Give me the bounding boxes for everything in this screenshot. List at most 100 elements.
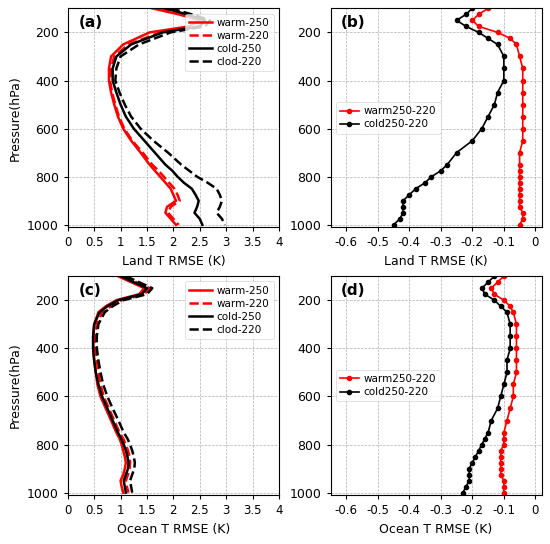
cold-250 <box>174 174 181 180</box>
clod-220 <box>115 417 122 424</box>
cold250-220 <box>444 162 450 168</box>
cold250-220 <box>507 333 514 339</box>
warm-250 <box>149 5 156 11</box>
warm-220 <box>123 441 129 448</box>
warm-250 <box>120 41 127 48</box>
warm-250 <box>173 197 179 204</box>
cold-250 <box>144 285 150 292</box>
cold250-220 <box>397 215 403 222</box>
warm250-220 <box>510 381 516 388</box>
warm250-220 <box>500 273 507 280</box>
warm-220 <box>125 41 132 48</box>
warm-220 <box>94 321 100 327</box>
warm250-220 <box>516 162 523 168</box>
warm-220 <box>101 393 107 400</box>
warm-220 <box>95 369 102 376</box>
clod-220 <box>205 180 211 186</box>
X-axis label: Ocean T RMSE (K): Ocean T RMSE (K) <box>117 523 230 536</box>
cold250-220 <box>504 357 510 363</box>
cold250-220 <box>469 459 476 466</box>
clod-220 <box>94 345 100 351</box>
cold250-220 <box>475 447 482 454</box>
warm-250 <box>94 381 101 388</box>
cold-250 <box>109 77 116 84</box>
clod-220 <box>129 490 135 496</box>
warm-220 <box>196 23 203 29</box>
warm-250 <box>108 53 114 60</box>
warm-250 <box>92 369 99 376</box>
cold250-220 <box>463 11 469 17</box>
warm-250 <box>146 29 153 36</box>
cold250-220 <box>472 453 479 460</box>
cold-250 <box>123 490 129 496</box>
warm-250 <box>114 273 121 280</box>
warm-250 <box>90 345 96 351</box>
warm-250 <box>106 77 112 84</box>
warm-250 <box>138 150 144 156</box>
cold250-220 <box>437 168 444 174</box>
cold-250 <box>99 393 106 400</box>
warm-250 <box>175 11 182 17</box>
cold250-220 <box>466 471 472 478</box>
cold250-220 <box>485 35 491 42</box>
warm-220 <box>129 138 135 144</box>
warm-220 <box>149 162 156 168</box>
clod-220 <box>202 23 208 29</box>
warm250-220 <box>513 357 520 363</box>
cold-250 <box>183 11 190 17</box>
warm-250 <box>186 23 192 29</box>
clod-220 <box>129 447 135 454</box>
X-axis label: Land T RMSE (K): Land T RMSE (K) <box>384 255 488 268</box>
warm250-220 <box>516 174 523 180</box>
Line: cold250-220: cold250-220 <box>392 6 506 227</box>
Legend: warm250-220, cold250-220: warm250-220, cold250-220 <box>336 370 441 401</box>
cold-250 <box>195 197 202 204</box>
clod-220 <box>213 209 220 216</box>
cold250-220 <box>469 5 476 11</box>
Line: warm-220: warm-220 <box>95 276 150 493</box>
cold-250 <box>109 65 116 72</box>
clod-220 <box>129 471 135 478</box>
cold250-220 <box>422 180 428 186</box>
cold250-220 <box>485 279 491 286</box>
warm250-220 <box>516 197 523 204</box>
warm-220 <box>124 484 130 490</box>
cold250-220 <box>485 429 491 436</box>
warm-220 <box>120 273 127 280</box>
warm-250 <box>111 101 118 108</box>
cold-250 <box>169 168 175 174</box>
warm250-220 <box>500 297 507 304</box>
warm-250 <box>123 459 129 466</box>
clod-220 <box>109 303 116 310</box>
warm250-220 <box>504 417 510 424</box>
Legend: warm250-220, cold250-220: warm250-220, cold250-220 <box>336 102 441 133</box>
warm-220 <box>99 309 106 316</box>
cold-250 <box>202 17 208 23</box>
cold-250 <box>113 89 120 96</box>
warm250-220 <box>497 471 504 478</box>
warm-220 <box>112 101 119 108</box>
clod-220 <box>213 186 220 192</box>
warm-220 <box>116 429 123 436</box>
Text: (d): (d) <box>341 283 366 298</box>
warm-250 <box>120 490 127 496</box>
warm250-220 <box>494 279 501 286</box>
warm-220 <box>97 381 104 388</box>
cold250-220 <box>507 345 514 351</box>
warm-220 <box>108 65 114 72</box>
Line: cold250-220: cold250-220 <box>461 274 512 494</box>
clod-220 <box>167 5 174 11</box>
warm250-220 <box>516 186 523 192</box>
warm-250 <box>108 89 114 96</box>
warm250-220 <box>519 125 526 132</box>
cold-250 <box>141 138 147 144</box>
cold250-220 <box>488 417 494 424</box>
warm-250 <box>113 297 120 304</box>
cold250-220 <box>469 138 476 144</box>
cold250-220 <box>500 65 507 72</box>
clod-220 <box>130 453 137 460</box>
clod-220 <box>101 309 108 316</box>
Y-axis label: Pressure(hPa): Pressure(hPa) <box>8 75 21 160</box>
warm250-220 <box>519 138 526 144</box>
warm250-220 <box>510 393 516 400</box>
